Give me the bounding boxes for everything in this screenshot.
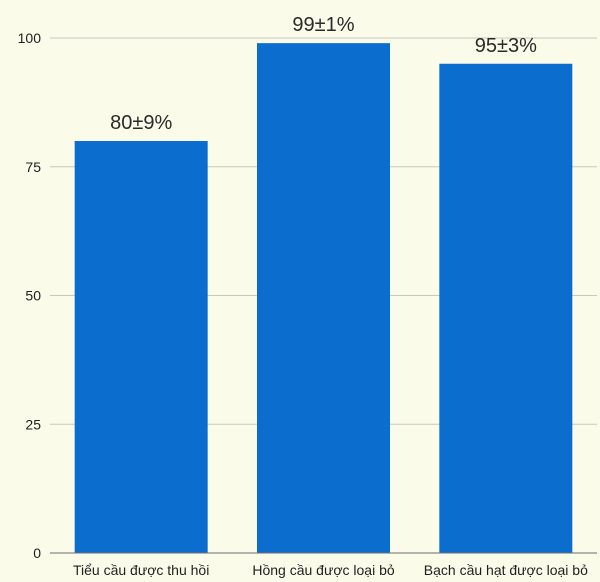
x-category-label: Tiểu cầu được thu hồi: [73, 562, 209, 578]
bars: [74, 43, 573, 554]
y-tick-label: 25: [25, 416, 41, 432]
y-tick-label: 0: [33, 545, 41, 561]
labels: 0 25 50 75 100 80±9% Tiểu cầu được thu hồi 99±1…: [18, 14, 588, 578]
bar-value-label: 99±1%: [292, 14, 354, 36]
bar-3: [439, 63, 573, 553]
y-tick-label: 100: [18, 30, 42, 46]
bar-value-label: 95±3%: [475, 35, 537, 57]
x-category-label: Hồng cầu được loại bỏ: [252, 562, 395, 578]
y-tick-label: 75: [25, 159, 41, 175]
y-tick-label: 50: [25, 288, 41, 304]
bar-2: [257, 43, 390, 554]
bar-1: [74, 141, 208, 553]
bar-value-label: 80±9%: [110, 112, 172, 134]
x-category-label: Bạch cầu hạt được loại bỏ: [424, 562, 588, 578]
